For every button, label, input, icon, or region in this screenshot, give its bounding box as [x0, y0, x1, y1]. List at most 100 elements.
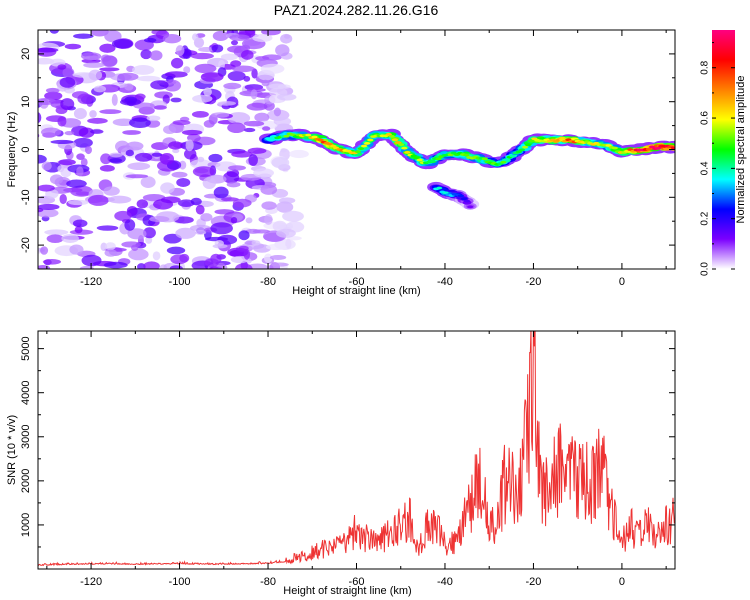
noise-cell: [137, 263, 146, 269]
noise-cell: [73, 33, 94, 39]
noise-cell: [128, 248, 149, 261]
signal-ridge-cell: [521, 145, 529, 149]
noise-cell: [134, 93, 146, 100]
noise-cell: [124, 219, 136, 231]
noise-cell: [248, 154, 258, 166]
colorbar-tick-label: 0.8: [700, 60, 711, 74]
noise-cell: [49, 30, 60, 34]
noise-cell: [254, 112, 270, 123]
noise-cell: [192, 94, 213, 103]
noise-cell: [246, 102, 268, 111]
noise-cell: [211, 112, 230, 118]
noise-cell: [282, 210, 304, 222]
noise-cell: [264, 214, 273, 225]
noise-cell: [276, 201, 294, 213]
noise-cell: [57, 64, 67, 70]
noise-cell: [176, 177, 191, 187]
noise-cell: [171, 171, 188, 178]
noise-cell: [87, 194, 109, 206]
noise-cell: [151, 30, 167, 35]
noise-cell: [208, 153, 223, 163]
noise-cell: [171, 57, 184, 69]
signal-ridge-cell: [394, 141, 402, 144]
noise-cell: [58, 159, 76, 166]
noise-cell: [78, 127, 95, 138]
noise-cell: [172, 119, 191, 126]
noise-cell: [211, 44, 224, 53]
signal-branch-cell: [436, 186, 443, 190]
noise-cell: [136, 75, 161, 82]
bottom-ytick-label: 3000: [20, 425, 32, 449]
noise-cell: [136, 199, 149, 209]
signal-branch-cell: [460, 197, 468, 201]
noise-cell: [38, 118, 39, 122]
noise-cell: [190, 197, 202, 206]
noise-cell: [190, 52, 214, 60]
top-ytick-label: -20: [20, 237, 32, 253]
noise-cell: [81, 254, 102, 267]
noise-cell: [222, 171, 240, 184]
noise-cell: [64, 43, 82, 50]
noise-cell: [273, 107, 282, 117]
noise-cell: [260, 184, 278, 195]
noise-cell: [260, 63, 285, 74]
colorbar-tick-label: 0.6: [700, 111, 711, 125]
top-xtick-label: -80: [260, 276, 276, 288]
noise-cell: [232, 198, 252, 208]
signal-ridge-cell: [518, 148, 526, 152]
noise-cell: [216, 262, 226, 269]
noise-cell: [104, 30, 122, 43]
noise-cell: [74, 226, 83, 234]
noise-cell: [67, 199, 89, 206]
noise-cell: [238, 230, 250, 241]
signal-ridge-cell: [670, 146, 675, 150]
noise-cell: [38, 184, 55, 192]
noise-cell: [253, 168, 275, 178]
top-ytick-label: 20: [20, 48, 32, 60]
noise-cell: [42, 258, 62, 265]
noise-cell: [234, 263, 253, 269]
signal-ridge-cell: [404, 151, 411, 154]
top-xtick-label: -100: [169, 276, 191, 288]
top-ytick-label: -10: [20, 189, 32, 205]
signal-ridge-cell: [429, 159, 436, 163]
noise-cell: [227, 71, 246, 82]
noise-cell: [84, 145, 92, 155]
noise-cell: [162, 34, 182, 44]
noise-cell: [227, 165, 246, 171]
noise-cell: [96, 225, 119, 231]
bottom-ytick-label: 2000: [20, 469, 32, 493]
top-ytick-label: 10: [20, 96, 32, 108]
noise-cell: [218, 59, 225, 70]
noise-cell: [183, 66, 191, 74]
noise-cell: [170, 254, 188, 265]
bottom-ytick-label: 4000: [20, 380, 32, 404]
noise-cell: [245, 228, 261, 234]
top-xtick-label: -120: [80, 276, 102, 288]
noise-cell: [69, 244, 84, 255]
noise-cell: [190, 159, 212, 169]
top-xtick-label: -20: [525, 276, 541, 288]
noise-cell: [89, 110, 97, 118]
noise-cell: [221, 197, 239, 202]
noise-cell: [134, 152, 153, 162]
noise-cell: [231, 40, 239, 46]
noise-cell: [227, 112, 251, 125]
signal-ridge-cell: [360, 144, 368, 148]
noise-cell: [80, 157, 88, 167]
noise-cell: [153, 198, 174, 210]
noise-cell: [184, 148, 197, 160]
noise-cell: [77, 93, 94, 105]
noise-cell: [76, 166, 84, 177]
noise-cell: [197, 156, 205, 163]
noise-cell: [166, 246, 186, 255]
noise-cell: [38, 208, 59, 218]
noise-cell: [174, 216, 194, 224]
noise-cell: [146, 115, 161, 122]
noise-cell: [41, 161, 52, 171]
noise-cell: [252, 34, 273, 43]
noise-cell: [64, 131, 75, 136]
noise-cell: [111, 38, 133, 49]
noise-cell: [115, 140, 130, 153]
top-ytick-label: 0: [20, 146, 32, 152]
